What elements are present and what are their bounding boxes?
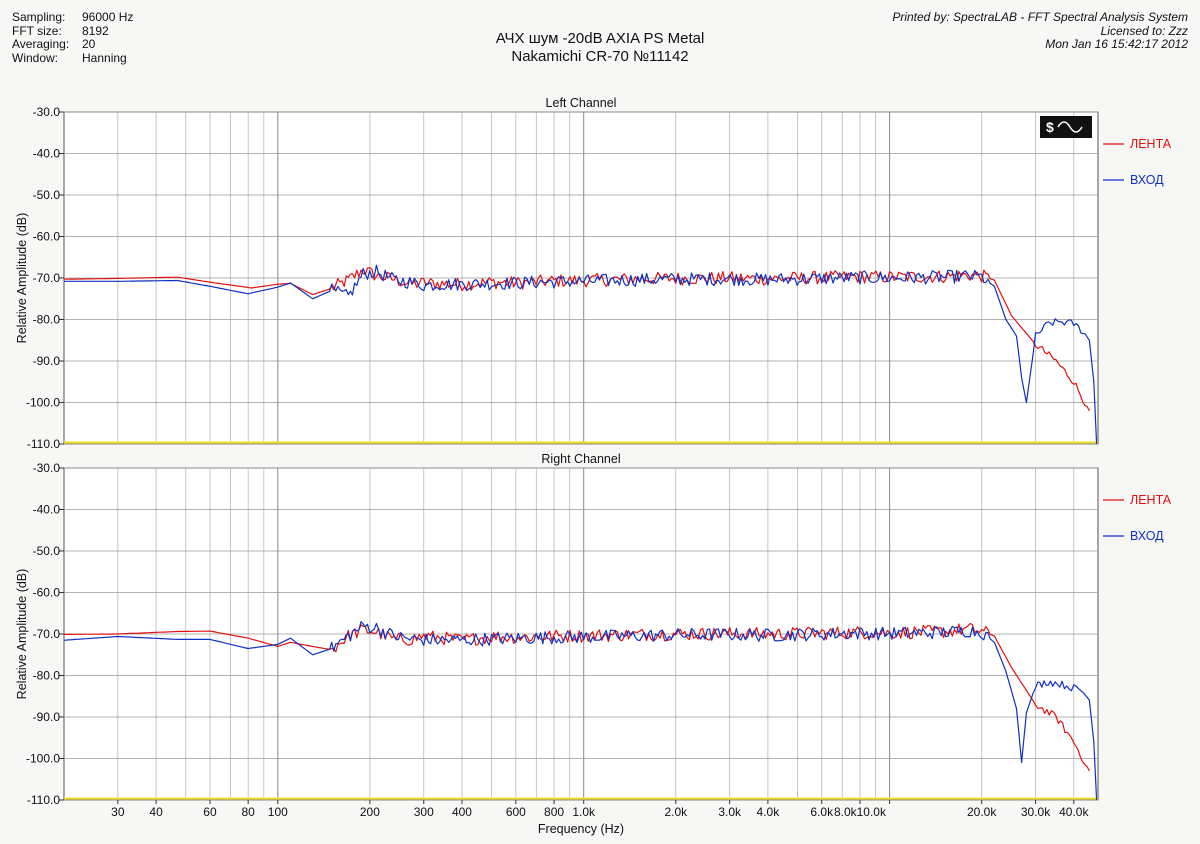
x-tick-label: 60 (203, 805, 217, 819)
logo-glyph: $ (1046, 119, 1054, 135)
y-tick-label: -30.0 (33, 105, 61, 119)
license-info: Licensed to: Zzz (1100, 23, 1188, 38)
chart-panel: -30.0 -40.0 -50.0 -60.0 -70.0 -80.0 -90.0 -100.… (15, 452, 1172, 836)
y-tick-label: -70.0 (33, 271, 61, 285)
x-tick-label: 6.0k (810, 805, 834, 819)
x-tick-label: 400 (452, 805, 472, 819)
x-tick-label: 300 (414, 805, 434, 819)
setting-row: FFT size: 8192 (12, 23, 133, 39)
y-tick-label: -70.0 (33, 627, 61, 641)
y-tick-label: -90.0 (33, 354, 61, 368)
x-tick-label: 100 (268, 805, 288, 819)
y-tick-label: -40.0 (33, 503, 61, 517)
setting-row: Averaging: 20 (12, 37, 133, 52)
setting-label: Window: (12, 50, 59, 65)
legend-label: ЛЕНТА (1130, 137, 1172, 151)
report-subtitle: Nakamichi CR-70 №11142 (511, 48, 689, 65)
y-tick-label: -30.0 (33, 461, 61, 475)
setting-label: Averaging: (12, 37, 70, 51)
x-tick-label: 600 (506, 805, 526, 819)
y-tick-label: -80.0 (33, 669, 61, 683)
settings-block: Sampling: 96000 Hz FFT size: 8192 Averagin… (12, 10, 134, 66)
print-timestamp: Mon Jan 16 15:42:17 2012 (1045, 37, 1188, 51)
setting-value: 20 (82, 37, 96, 51)
print-info: Printed by: SpectraLAB - FFT Spectral An… (892, 10, 1188, 52)
setting-value: 8192 (82, 23, 109, 38)
x-tick-label: 40.0k (1059, 805, 1089, 819)
y-tick-label: -50.0 (33, 188, 61, 202)
series-line-input (63, 621, 1098, 801)
x-tick-label: 2.0k (664, 805, 688, 819)
logo-wave-icon (1057, 121, 1083, 133)
y-tick-label: -50.0 (33, 544, 61, 558)
y-tick-label: -60.0 (33, 586, 61, 600)
x-tick-label: 3.0k (718, 805, 742, 819)
x-tick-label: 40 (149, 805, 163, 819)
setting-value: 96000 Hz (82, 10, 134, 24)
setting-label: Sampling: (12, 10, 66, 24)
y-tick-label: -80.0 (33, 313, 61, 327)
printed-by: Printed by: SpectraLAB - FFT Spectral An… (892, 10, 1188, 24)
x-tick-label: 200 (360, 805, 380, 819)
chart-panel: -30.0 -40.0 -50.0 -60.0 -70.0 -80.0 -90.0 -100.… (15, 96, 1172, 451)
y-tick-label: -100.0 (26, 752, 60, 766)
channel-title: Left Channel (546, 96, 617, 110)
y-axis-label: Relative Amplitude (dB) (15, 569, 29, 700)
setting-row: Window: Hanning (12, 50, 133, 66)
setting-row: Sampling: 96000 Hz (12, 10, 134, 25)
setting-label: FFT size: (12, 23, 62, 38)
y-tick-label: -60.0 (33, 230, 61, 244)
y-tick-label: -110.0 (27, 437, 60, 451)
y-tick-label: -40.0 (33, 147, 61, 161)
logo-background (1040, 116, 1092, 138)
x-tick-label: 8.0k10.0k (834, 805, 887, 819)
y-tick-label: -100.0 (26, 396, 60, 410)
report-title: АЧХ шум -20dB AXIA PS Metal (495, 30, 705, 47)
spectralab-logo: $ (1040, 116, 1092, 138)
x-tick-label: 800 (544, 805, 564, 819)
setting-value: Hanning (82, 50, 127, 65)
series-line-tape (64, 623, 1090, 772)
channel-title: Right Channel (541, 452, 620, 466)
series-line-input (64, 264, 1098, 445)
x-axis-label: Frequency (Hz) (538, 822, 624, 836)
legend-label: ЛЕНТА (1130, 493, 1172, 507)
y-tick-label: -110.0 (27, 793, 60, 807)
y-tick-label: -90.0 (33, 710, 61, 724)
series-line-tape (64, 267, 1090, 412)
legend-label: ВХОД (1130, 529, 1164, 543)
x-tick-label: 20.0k (967, 805, 997, 819)
legend-label: ВХОД (1130, 173, 1164, 187)
x-tick-label: 80 (241, 805, 255, 819)
y-axis-label: Relative Amplitude (dB) (15, 213, 29, 344)
x-tick-label: 30.0k (1021, 805, 1051, 819)
x-tick-label: 30 (111, 805, 125, 819)
x-tick-label: 1.0k (572, 805, 596, 819)
x-tick-label: 4.0k (757, 805, 781, 819)
